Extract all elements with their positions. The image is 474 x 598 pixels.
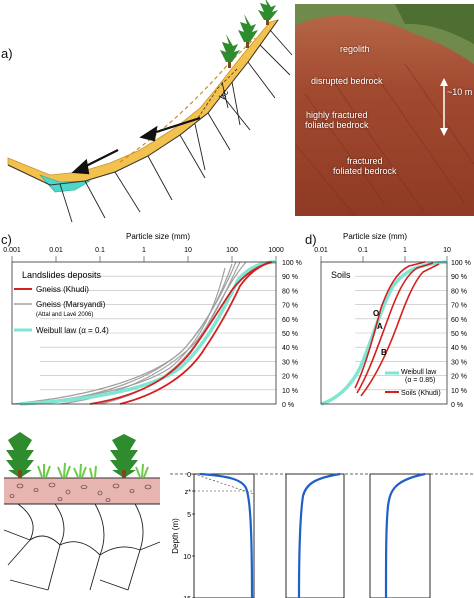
curves-c (11, 260, 277, 406)
legend-gneiss-khudi: Gneiss (Khudi) (36, 285, 89, 294)
y-tick-label: 50 % (451, 331, 467, 338)
photo-label-disrupted: disrupted bedrock (311, 76, 383, 86)
x-ticks-c: 0.001 0.01 0.1 1 10 100 1000 (3, 247, 284, 262)
y-tick-label: 90 % (282, 274, 298, 281)
y-tick-label: 90 % (451, 274, 467, 281)
photo-label-highly-fractured-text: highly fractured foliated bedrock (305, 110, 369, 130)
x-tick-label: 0.1 (358, 247, 368, 254)
y-tick-label: 30 % (451, 359, 467, 366)
axis-title-c: Particle size (mm) (126, 232, 190, 241)
y-tick-label: 10 % (451, 388, 467, 395)
y-tick-label: 20 % (282, 374, 298, 381)
legend-gneiss-marsyandi: Gneiss (Marsyandi) (36, 300, 106, 309)
y-tick-label: 50 % (282, 331, 298, 338)
axis-title-d: Particle size (mm) (343, 232, 407, 241)
y-tick-label: 100 % (451, 260, 471, 267)
legend-weibull-d-1: Weibull law (401, 369, 437, 376)
photo-label-fractured: fractured foliated bedrock (333, 156, 397, 176)
y-tick-label: 10 % (282, 388, 298, 395)
soil-profile-diagram (3, 432, 161, 591)
photo-label-fractured-text: fractured foliated bedrock (333, 156, 397, 176)
y-tick-label: 0 (187, 472, 191, 479)
outcrop-photo: regolith disrupted bedrock highly fractu… (295, 4, 474, 216)
y-tick-label: 40 % (451, 345, 467, 352)
y-tick-label: z* (185, 489, 192, 496)
photo-label-regolith: regolith (340, 44, 370, 54)
chart-landslides: Particle size (mm) 0.001 0.01 0.1 1 10 100 100… (3, 232, 302, 409)
chart-soils: Particle size (mm) 0.01 0.1 1 10 100 % 90 % 8… (314, 232, 471, 409)
x-tick-label: 10 (443, 247, 451, 254)
y-tick-label: 80 % (282, 288, 298, 295)
y-ticks-d: 100 % 90 % 80 % 70 % 60 % 50 % 40 % 30 % 20 % 10 … (451, 260, 471, 409)
x-tick-label: 1 (403, 247, 407, 254)
photo-label-highly-fractured: highly fractured foliated bedrock (305, 110, 369, 130)
x-tick-label: 10 (184, 247, 192, 254)
y-tick-label: 10 (183, 554, 191, 561)
depth-plots: Depth (m) 0 z* 5 10 15 (170, 472, 474, 598)
legend-attal: (Attal and Lavé 2006) (36, 312, 93, 318)
curve-label-o: O (373, 309, 379, 318)
ylabel-depth: Depth (m) (171, 518, 180, 554)
x-tick-label: 1000 (268, 247, 284, 254)
y-ticks-c: 100 % 90 % 80 % 70 % 60 % 50 % 40 % 30 % 20 % 10 … (282, 260, 302, 409)
curve-weibull-c (19, 260, 277, 406)
legend-weibull-c: Weibull law (α = 0.4) (36, 326, 109, 335)
y-tick-label: 5 (187, 512, 191, 519)
curve-gneiss-khudi (119, 261, 271, 405)
y-tick-label: 100 % (282, 260, 302, 267)
panel-label-d: d) (305, 232, 317, 247)
trees (220, 0, 278, 68)
y-tick-label: 30 % (282, 359, 298, 366)
y-tick-label: 70 % (451, 303, 467, 310)
legend-weibull-d-2: (α = 0.85) (405, 377, 435, 384)
y-tick-label: 80 % (451, 288, 467, 295)
x-tick-label: 0.1 (95, 247, 105, 254)
panel-label-c: c) (1, 232, 12, 247)
x-ticks-d: 0.01 0.1 1 10 (314, 247, 451, 262)
y-tick-label: 20 % (451, 374, 467, 381)
y-tick-label: 60 % (282, 317, 298, 324)
curve-soils (356, 262, 434, 394)
curve-gneiss-marsyandi (29, 261, 237, 405)
curve-label-b: B (381, 348, 387, 357)
y-tick-label: 0 % (451, 402, 463, 409)
curve-gneiss-khudi (89, 261, 273, 405)
x-tick-label: 0.01 (314, 247, 328, 254)
hillslope-diagram: hc (7, 0, 293, 223)
y-tick-label: 70 % (282, 303, 298, 310)
y-tick-label: 0 % (282, 402, 294, 409)
panel-label-a: a) (1, 46, 13, 61)
x-tick-label: 100 (226, 247, 238, 254)
curve-soils (360, 263, 440, 397)
legend-soils-khudi: Soils (Khudi) (401, 390, 441, 397)
y-tick-label: 40 % (282, 345, 298, 352)
x-tick-label: 1 (142, 247, 146, 254)
curve-label-a: A (377, 322, 383, 331)
scale-label: ~10 m (447, 87, 473, 97)
x-tick-label: 0.001 (3, 247, 21, 254)
y-tick-label: 60 % (451, 317, 467, 324)
y-tick-label: 15 (183, 596, 191, 598)
legend-title-c: Landslides deposits (22, 270, 102, 280)
curve-soils (354, 261, 426, 389)
legend-title-d: Soils (331, 270, 351, 280)
y-ticks-e: 0 z* 5 10 15 (183, 472, 195, 598)
curves-d (320, 260, 448, 406)
x-tick-label: 0.01 (49, 247, 63, 254)
